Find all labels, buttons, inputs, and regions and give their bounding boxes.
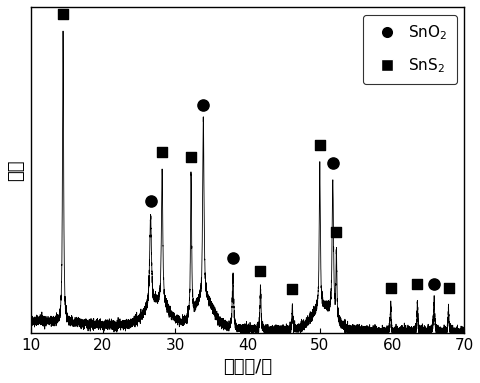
Legend: SnO$_2$, SnS$_2$: SnO$_2$, SnS$_2$ <box>362 15 456 84</box>
Point <box>328 160 336 166</box>
Point <box>59 11 67 18</box>
Point <box>386 285 394 291</box>
Point <box>444 285 451 291</box>
Point <box>228 255 236 261</box>
Point <box>332 229 339 235</box>
Point <box>158 149 166 155</box>
Point <box>315 142 323 148</box>
Point <box>288 286 296 292</box>
Y-axis label: 强度: 强度 <box>7 159 25 180</box>
X-axis label: 衍射角/度: 衍射角/度 <box>222 358 272 376</box>
Point <box>146 198 154 204</box>
Point <box>187 154 194 160</box>
Point <box>429 281 437 287</box>
Point <box>413 281 420 287</box>
Point <box>256 268 264 275</box>
Point <box>199 102 207 108</box>
